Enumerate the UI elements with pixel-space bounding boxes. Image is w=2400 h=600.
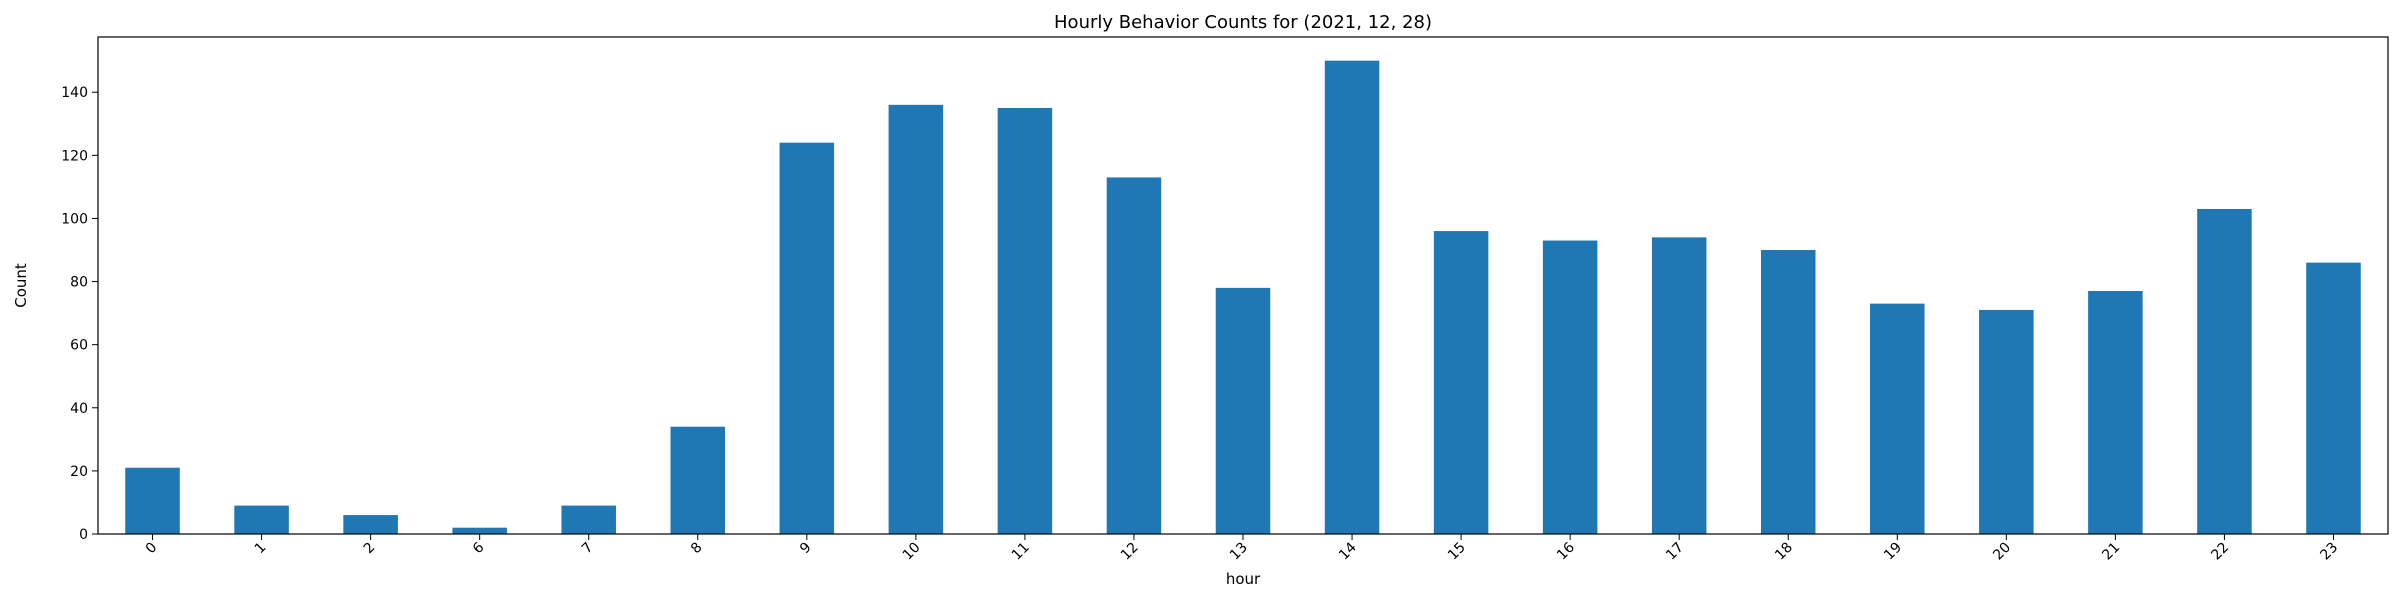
bar-hour-19	[1870, 303, 1925, 534]
x-tick-label: 20	[1990, 540, 2014, 564]
y-tick-label: 40	[70, 401, 88, 417]
y-axis-title: Count	[12, 263, 30, 308]
x-tick-label: 12	[1118, 540, 1142, 564]
bar-hour-13	[1215, 287, 1271, 534]
x-tick-label: 15	[1445, 540, 1469, 564]
y-axis: 0 20 40 60 80 100 120 140	[61, 85, 98, 543]
y-tick-label: 60	[70, 338, 88, 354]
x-tick-label: 6	[470, 539, 488, 557]
bar-hour-10	[888, 104, 944, 534]
bar-hour-0	[125, 467, 180, 534]
x-tick-label: 2	[361, 540, 379, 558]
x-tick-label: 22	[2208, 540, 2232, 564]
x-axis: 0 1 2 6 7 8 9 10 11 12 13 14 15 16 17 18 19 20 21 22 23	[143, 534, 2341, 564]
bar-hour-16	[1542, 240, 1598, 535]
x-tick-label: 1	[252, 540, 270, 558]
y-tick-label: 80	[70, 275, 88, 291]
x-tick-label: 7	[579, 540, 597, 558]
y-tick-label: 120	[61, 148, 88, 164]
bar-hour-11	[997, 108, 1053, 534]
bar-hour-17	[1651, 237, 1707, 534]
bar-hour-12	[1106, 177, 1162, 534]
y-tick-label: 0	[79, 527, 88, 543]
y-tick-label: 140	[61, 85, 88, 101]
bar-hour-14	[1324, 60, 1380, 535]
chart-title: Hourly Behavior Counts for (2021, 12, 28…	[1054, 12, 1432, 33]
bar-hour-18	[1760, 250, 1816, 534]
x-tick-label: 9	[797, 540, 815, 558]
x-tick-label: 11	[1009, 540, 1033, 564]
x-tick-label: 8	[688, 540, 706, 558]
bar-hour-23	[2306, 262, 2361, 534]
bar-hour-2	[343, 515, 398, 534]
bar-hour-8	[670, 426, 726, 534]
x-tick-label: 0	[143, 540, 161, 558]
x-tick-label: 14	[1336, 539, 1360, 563]
bar-hour-21	[2088, 291, 2143, 534]
x-tick-label: 19	[1881, 540, 1905, 564]
y-tick-label: 100	[61, 211, 88, 227]
y-tick-label: 20	[70, 464, 88, 480]
x-tick-label: 13	[1227, 540, 1251, 564]
x-tick-label: 18	[1772, 540, 1796, 564]
bar-hour-9	[779, 142, 835, 534]
bar-hour-15	[1433, 231, 1489, 535]
bar-hour-20	[1979, 309, 2034, 534]
x-axis-title: hour	[1226, 570, 1261, 588]
x-tick-label: 10	[900, 540, 924, 564]
bar-hour-6	[452, 527, 507, 534]
x-tick-label: 17	[1663, 540, 1687, 564]
x-tick-label: 16	[1554, 539, 1578, 563]
x-tick-label: 21	[2099, 540, 2123, 564]
bar-hour-1	[234, 505, 289, 534]
bar-hour-7	[561, 505, 616, 534]
bars-group	[125, 60, 2361, 535]
plot-frame	[97, 36, 2389, 535]
x-tick-label: 23	[2317, 540, 2341, 564]
bar-hour-22	[2197, 208, 2252, 534]
